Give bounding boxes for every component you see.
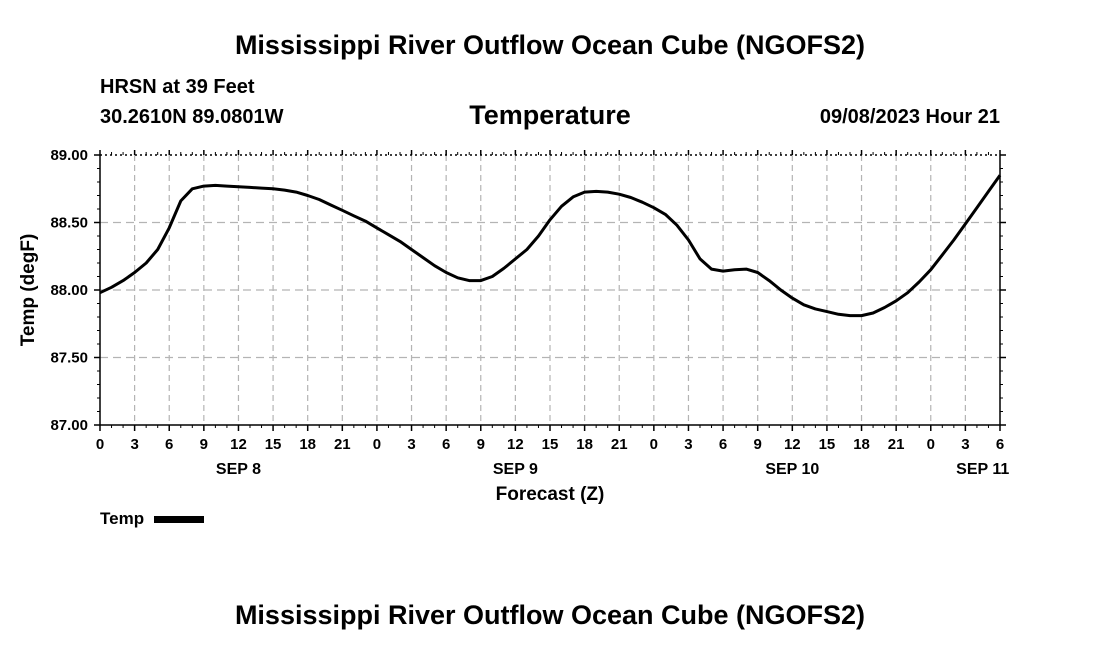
x-tick-label: 15 [265,436,282,453]
coordinates-label: 30.2610N 89.0801W [100,106,284,128]
x-tick-label: 15 [819,436,836,453]
x-tick-label: 15 [542,436,559,453]
x-tick-label: 12 [230,436,247,453]
y-tick-label: 88.00 [50,282,88,299]
x-tick-label: 12 [784,436,801,453]
timestamp-label: 09/08/2023 Hour 21 [819,106,1000,128]
x-tick-label: 3 [407,436,415,453]
day-label: SEP 10 [765,461,819,478]
x-tick-label: 21 [334,436,351,453]
x-tick-label: 9 [200,436,208,453]
x-tick-label: 6 [996,436,1004,453]
y-axis-label: Temp (degF) [18,234,39,347]
y-tick-label: 87.00 [50,417,88,434]
x-tick-label: 18 [576,436,593,453]
y-tick-label: 87.50 [50,350,88,367]
x-tick-label: 18 [299,436,316,453]
day-label: SEP 9 [493,461,538,478]
x-tick-label: 6 [719,436,727,453]
x-tick-label: 9 [477,436,485,453]
x-tick-label: 0 [96,436,104,453]
x-tick-label: 0 [927,436,935,453]
y-tick-label: 88.50 [50,215,88,232]
day-label: SEP 11 [956,461,1009,478]
x-tick-label: 18 [853,436,870,453]
series-line-temp [99,174,1002,318]
x-tick-label: 0 [373,436,381,453]
x-tick-label: 3 [961,436,969,453]
y-tick-label: 89.00 [50,147,88,164]
x-tick-label: 0 [650,436,658,453]
legend: Temp [100,509,205,529]
footer-title: Mississippi River Outflow Ocean Cube (NG… [234,600,866,630]
x-tick-label: 3 [130,436,138,453]
main-title: Mississippi River Outflow Ocean Cube (NG… [234,30,866,60]
x-tick-label: 3 [684,436,692,453]
x-tick-label: 6 [442,436,450,453]
x-axis-label: Forecast (Z) [496,484,605,505]
legend-label: Temp [100,509,145,528]
x-tick-label: 12 [507,436,524,453]
x-tick-label: 9 [754,436,762,453]
x-tick-label: 21 [888,436,905,453]
station-label: HRSN at 39 Feet [100,76,255,98]
day-label: SEP 8 [216,461,261,478]
chart-title: Temperature [469,100,631,130]
legend-line-swatch [154,515,205,523]
x-tick-label: 21 [611,436,628,453]
x-tick-label: 6 [165,436,173,453]
